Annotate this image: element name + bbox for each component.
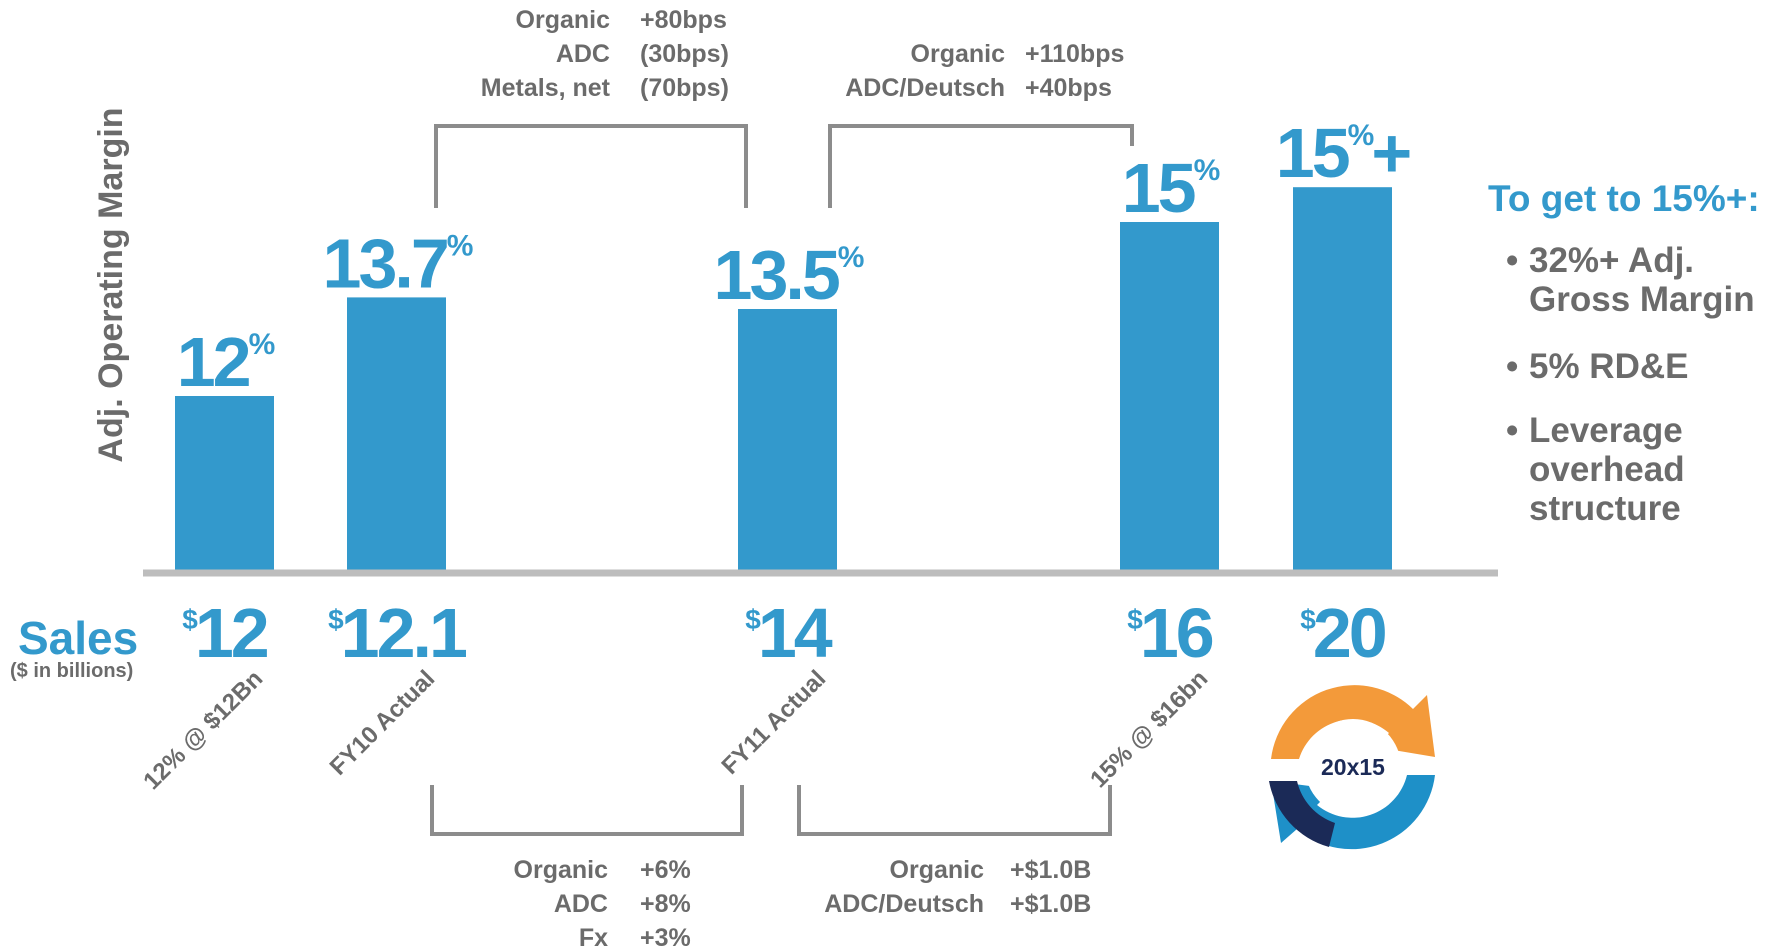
sidebar-bullet-dot-2: • [1506,347,1518,386]
sidebar-bullet-dot-1: • [1506,241,1518,280]
bar-2 [347,297,446,570]
bridge-bottom-1-label-3: Fx [579,924,608,952]
bridge-top-1-value-2: (30bps) [640,40,729,68]
sidebar-bullet-1-line-2: Gross Margin [1529,280,1755,319]
margin-label-5: 15%+ [1276,114,1411,192]
bridge-top-2-label-1: Organic [911,40,1006,68]
logo-arrow-left-icon [1269,781,1335,847]
bar-5 [1293,187,1392,570]
bridge-top-1-label-2: ADC [556,40,610,68]
sidebar-bullet-1-line-1: 32%+ Adj. [1529,241,1694,280]
sidebar-bullet-3-line-3: structure [1529,489,1681,528]
bridge-bottom-1-label-1: Organic [514,856,609,884]
bridge-bottom-1-label-2: ADC [554,890,608,918]
sidebar-title: To get to 15%+: [1488,178,1760,219]
bracket-top-2 [828,124,1134,208]
brackets-layer [430,124,1134,836]
bar-1 [175,396,274,570]
logo-20x15: 20x15 [1269,685,1435,850]
logo-text: 20x15 [1321,754,1385,780]
sales-value-4: $16 [1127,594,1213,672]
bridge-top-2-label-2: ADC/Deutsch [845,74,1005,102]
sidebar-bullets: • 32%+ Adj.Gross Margin • 5% RD&E • Leverageo… [1506,241,1755,528]
sales-value-1: $12 [182,594,268,672]
bridge-bottom-2-label-1: Organic [890,856,985,884]
sales-value-5: $20 [1300,594,1386,672]
bridge-top-1-value-3: (70bps) [640,74,729,102]
bridge-top-2-value-1: +110bps [1025,40,1124,68]
sales-value-2: $12.1 [328,594,466,672]
bridge-text-layer: Organic +80bps ADC (30bps) Metals, net (70bps… [481,6,1125,952]
bridge-top-2-value-2: +40bps [1025,74,1112,102]
bridge-bottom-2-label-2: ADC/Deutsch [824,890,984,918]
sidebar: To get to 15%+: • 32%+ Adj.Gross Margin • 5… [1488,178,1760,528]
bridge-top-1-value-1: +80bps [640,6,727,34]
sales-label-group: Sales ($ in billions) [10,612,138,682]
category-label-2: FY10 Actual [325,665,441,781]
category-label-1: 12% @ $12Bn [138,665,268,795]
bracket-top-1 [434,124,748,208]
margin-label-1: 12% [177,323,275,401]
sales-label: Sales [18,612,138,664]
margin-label-4: 15% [1122,149,1220,227]
bridge-bottom-1-value-1: +6% [640,856,691,884]
sidebar-bullet-dot-3: • [1506,411,1518,450]
bar-3 [738,309,837,570]
bridge-bottom-2-value-1: +$1.0B [1010,856,1091,884]
category-label-4: 15% @ $16bn [1085,665,1213,793]
sidebar-bullet-3-line-1: Leverage [1529,411,1683,450]
sidebar-bullet-3-line-2: overhead [1529,450,1685,489]
y-axis-label: Adj. Operating Margin [92,107,130,462]
bracket-bottom-1 [430,785,744,836]
category-label-3: FY11 Actual [717,665,832,780]
sidebar-bullet-2-line-1: 5% RD&E [1529,347,1688,386]
bridge-bottom-1-value-2: +8% [640,890,691,918]
bracket-bottom-2 [797,785,1112,836]
sales-value-3: $14 [745,594,833,672]
sales-unit: ($ in billions) [10,660,133,682]
bridge-top-1-label-1: Organic [516,6,611,34]
margin-label-2: 13.7% [323,224,473,302]
logo-center [1305,719,1401,815]
bridge-bottom-1-value-3: +3% [640,924,691,952]
bridge-top-1-label-3: Metals, net [481,74,611,102]
bar-4 [1120,222,1219,570]
logo-arrow-top-icon [1271,685,1435,759]
margin-label-3: 13.5% [714,236,864,314]
bridge-bottom-2-value-2: +$1.0B [1010,890,1091,918]
